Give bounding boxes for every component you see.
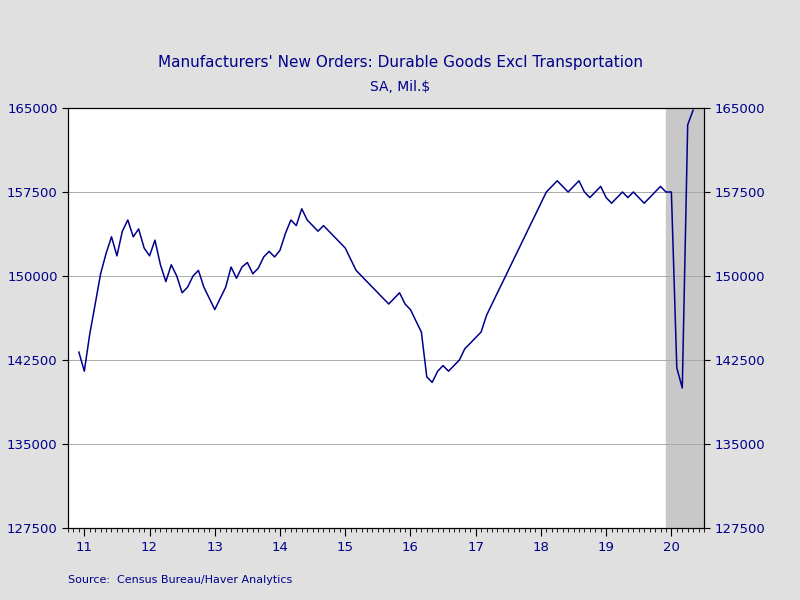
Text: Manufacturers' New Orders: Durable Goods Excl Transportation: Manufacturers' New Orders: Durable Goods…	[158, 55, 642, 70]
Text: Source:  Census Bureau/Haver Analytics: Source: Census Bureau/Haver Analytics	[68, 575, 292, 585]
Text: SA, Mil.$: SA, Mil.$	[370, 80, 430, 94]
Bar	[666, 108, 704, 528]
